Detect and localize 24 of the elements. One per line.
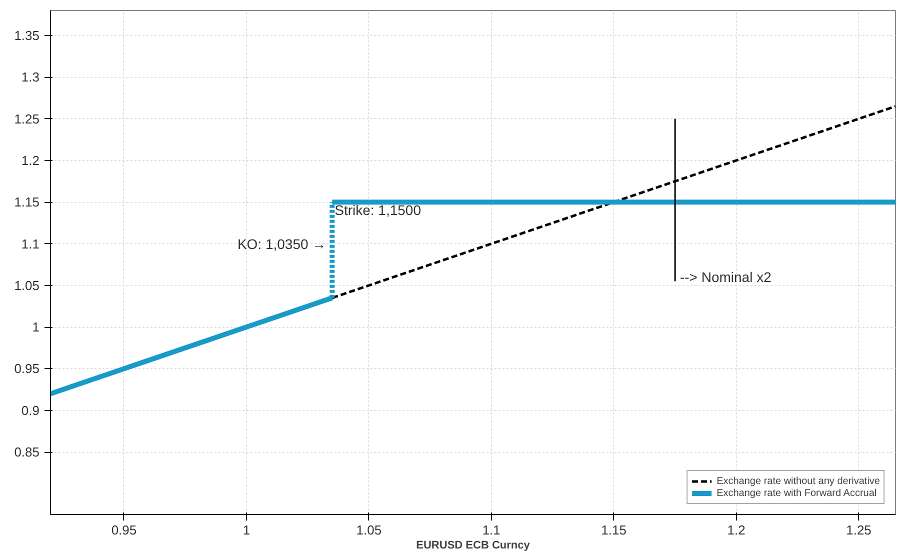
y-tick-label: 1.1 [21, 236, 40, 252]
legend-label: Exchange rate with Forward Accrual [716, 487, 877, 499]
y-tick-label: 1.15 [14, 194, 40, 210]
x-tick-label: 1.2 [727, 522, 746, 538]
annotation: KO: 1,0350 → [237, 236, 326, 252]
y-tick-label: 0.95 [14, 361, 40, 376]
legend-label: Exchange rate without any derivative [716, 475, 880, 487]
y-tick-label: 1.2 [21, 152, 40, 168]
y-tick-label: 0.85 [14, 444, 40, 460]
x-tick-label: 1 [242, 522, 250, 538]
y-tick-label: 1.3 [21, 70, 40, 85]
x-tick-label: 1.1 [482, 522, 500, 538]
y-tick-label: 1.05 [14, 278, 40, 293]
annotation: --> Nominal x2 [680, 269, 772, 286]
x-tick-label: 1.15 [601, 522, 626, 538]
y-tick-label: 1 [32, 320, 40, 335]
x-axis-title: EURUSD ECB Curncy [416, 540, 531, 552]
y-tick-label: 0.9 [21, 402, 40, 418]
x-tick-label: 1.25 [846, 522, 872, 538]
x-tick-label: 1.05 [356, 522, 382, 538]
x-tick-label: 0.95 [111, 522, 137, 538]
y-tick-label: 1.35 [14, 28, 40, 43]
y-tick-label: 1.25 [14, 111, 40, 126]
annotation: Strike: 1,1500 [334, 202, 422, 218]
